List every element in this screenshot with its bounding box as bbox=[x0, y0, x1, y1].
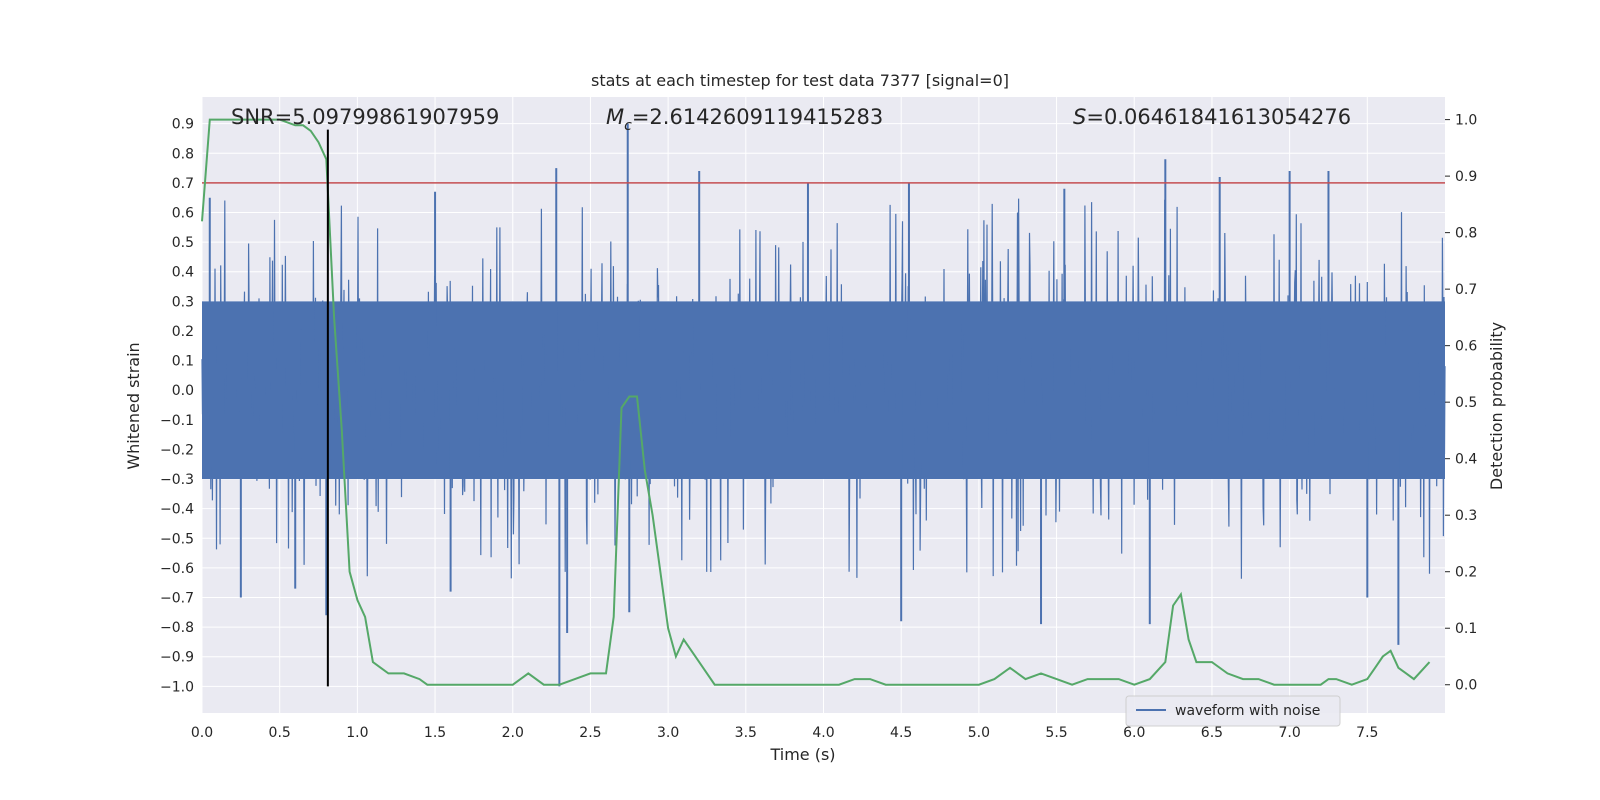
s-value: =0.06461841613054276 bbox=[1086, 105, 1351, 129]
mc-subscript: c bbox=[624, 118, 632, 134]
y-tick-label: 0.6 bbox=[172, 206, 194, 222]
x-tick-label: 3.0 bbox=[657, 725, 679, 741]
y2-tick-label: 0.5 bbox=[1455, 395, 1477, 411]
y-tick-label: −0.3 bbox=[160, 472, 194, 488]
y-tick-label: −0.7 bbox=[160, 591, 194, 607]
y-tick-label: −0.1 bbox=[160, 413, 194, 429]
y-tick-label: 0.3 bbox=[172, 294, 194, 310]
x-tick-label: 6.5 bbox=[1201, 725, 1223, 741]
y-tick-label: −0.6 bbox=[160, 561, 194, 577]
y2-tick-label: 0.6 bbox=[1455, 339, 1477, 355]
x-tick-label: 2.5 bbox=[579, 725, 601, 741]
y-tick-label: 0.5 bbox=[172, 235, 194, 251]
x-axis-label: Time (s) bbox=[769, 745, 835, 764]
y-tick-label: 0.7 bbox=[172, 176, 194, 192]
x-tick-label: 1.0 bbox=[346, 725, 368, 741]
s-annotation: S=0.06461841613054276 bbox=[1073, 105, 1351, 129]
x-tick-label: 7.0 bbox=[1278, 725, 1300, 741]
x-tick-label: 0.5 bbox=[269, 725, 291, 741]
x-tick-labels: 0.0 0.5 1.0 1.5 2.0 2.5 3.0 3.5 4.0 4.5 5.0 5.5 6.0 6… bbox=[191, 725, 1379, 741]
y2-tick-label: 0.4 bbox=[1455, 452, 1477, 468]
y2-tick-label: 0.8 bbox=[1455, 226, 1477, 242]
snr-annotation: SNR=5.09799861907959 bbox=[231, 105, 499, 129]
x-tick-label: 6.0 bbox=[1123, 725, 1145, 741]
legend-label-waveform: waveform with noise bbox=[1175, 703, 1320, 719]
mc-value: =2.6142609119415283 bbox=[632, 105, 883, 129]
y-axis-label: Whitened strain bbox=[124, 342, 143, 469]
y2-tick-labels: 1.0 0.9 0.8 0.7 0.6 0.5 0.4 0.3 0.2 0.1 0.0 bbox=[1445, 113, 1477, 694]
y-tick-label: 0.4 bbox=[172, 265, 194, 281]
y-tick-label: −0.5 bbox=[160, 531, 194, 547]
legend-box bbox=[1125, 695, 1341, 727]
y-tick-label: −1.0 bbox=[160, 679, 194, 695]
y-tick-label: 0.8 bbox=[172, 146, 194, 162]
y-tick-label: −0.8 bbox=[160, 620, 194, 636]
y-tick-label: 0.1 bbox=[172, 354, 194, 370]
s-symbol: S bbox=[1073, 105, 1086, 129]
chart-title: stats at each timestep for test data 737… bbox=[591, 71, 1009, 90]
x-tick-label: 3.5 bbox=[735, 725, 757, 741]
x-tick-label: 2.0 bbox=[502, 725, 524, 741]
y-tick-label: 0.9 bbox=[172, 117, 194, 133]
y2-tick-label: 0.3 bbox=[1455, 508, 1477, 524]
y-tick-label: −0.2 bbox=[160, 442, 194, 458]
y-tick-label: 0.0 bbox=[172, 383, 194, 399]
x-tick-label: 7.5 bbox=[1356, 725, 1378, 741]
x-tick-label: 4.0 bbox=[812, 725, 834, 741]
x-tick-label: 5.0 bbox=[968, 725, 990, 741]
y-tick-labels: 0.9 0.8 0.7 0.6 0.5 0.4 0.3 0.2 0.1 0.0 −0.1 −0.2 −0… bbox=[160, 117, 194, 696]
mc-annotation: Mc=2.6142609119415283 bbox=[606, 105, 883, 134]
probability-series bbox=[201, 118, 1431, 686]
y2-tick-label: 0.2 bbox=[1455, 565, 1477, 581]
y-tick-label: −0.4 bbox=[160, 502, 194, 518]
x-tick-label: 0.0 bbox=[191, 725, 213, 741]
x-tick-label: 1.5 bbox=[424, 725, 446, 741]
mc-symbol: M bbox=[606, 105, 624, 129]
x-tick-label: 4.5 bbox=[890, 725, 912, 741]
y2-axis-label: Detection probability bbox=[1487, 322, 1506, 490]
y2-tick-label: 0.9 bbox=[1455, 169, 1477, 185]
y2-tick-label: 0.7 bbox=[1455, 282, 1477, 298]
legend: waveform with noise bbox=[1125, 695, 1341, 727]
x-tick-label: 5.5 bbox=[1045, 725, 1067, 741]
y2-tick-label: 0.1 bbox=[1455, 621, 1477, 637]
waveform-trace bbox=[201, 198, 1446, 579]
waveform-series bbox=[201, 123, 1446, 687]
y2-tick-label: 0.0 bbox=[1455, 678, 1477, 694]
y-tick-label: 0.2 bbox=[172, 324, 194, 340]
y2-tick-label: 1.0 bbox=[1455, 113, 1477, 129]
y-tick-label: −0.9 bbox=[160, 650, 194, 666]
